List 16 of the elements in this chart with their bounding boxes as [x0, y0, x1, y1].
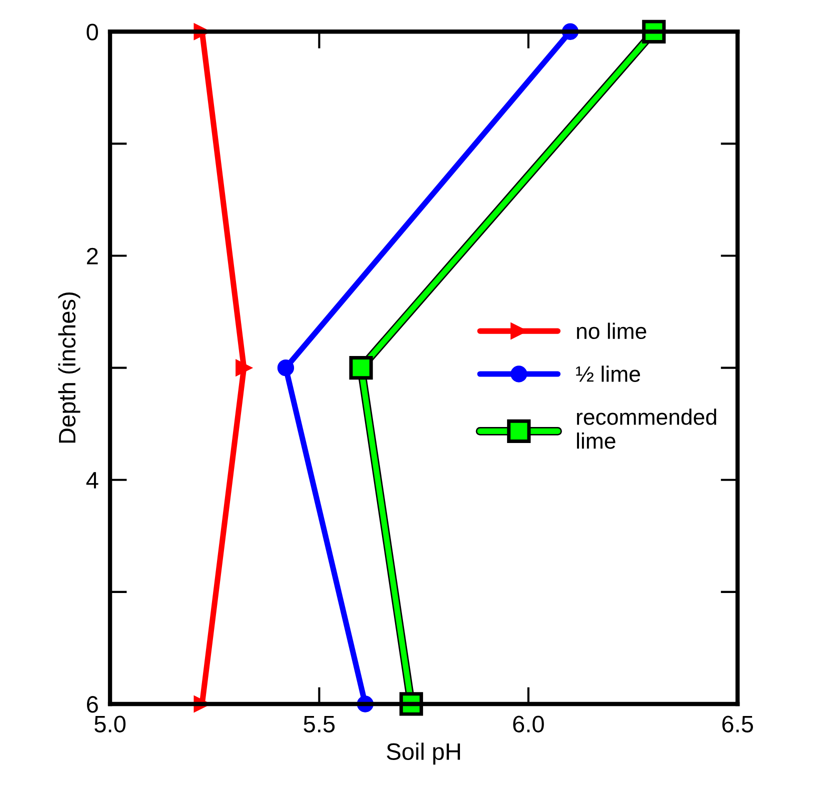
legend-label: ½ lime — [576, 366, 640, 382]
point — [277, 359, 294, 376]
x-tick-label: 6.5 — [722, 716, 753, 732]
point — [349, 356, 373, 380]
y-tick-label: 2 — [86, 248, 98, 264]
x-tick-label: 5.0 — [94, 716, 126, 732]
legend-label: recommended lime — [577, 408, 716, 449]
y-tick-label: 4 — [86, 472, 98, 488]
point — [236, 359, 252, 376]
y-tick-label: 6 — [86, 696, 98, 713]
y-axis-title: Depth (inches) — [58, 292, 80, 443]
y-tick-label: 0 — [86, 24, 98, 40]
x-axis-title: Soil pH — [386, 742, 460, 765]
x-tick-label: 6.0 — [513, 716, 544, 732]
x-tick-label: 5.5 — [304, 716, 335, 732]
legend-label: no lime — [577, 322, 646, 340]
